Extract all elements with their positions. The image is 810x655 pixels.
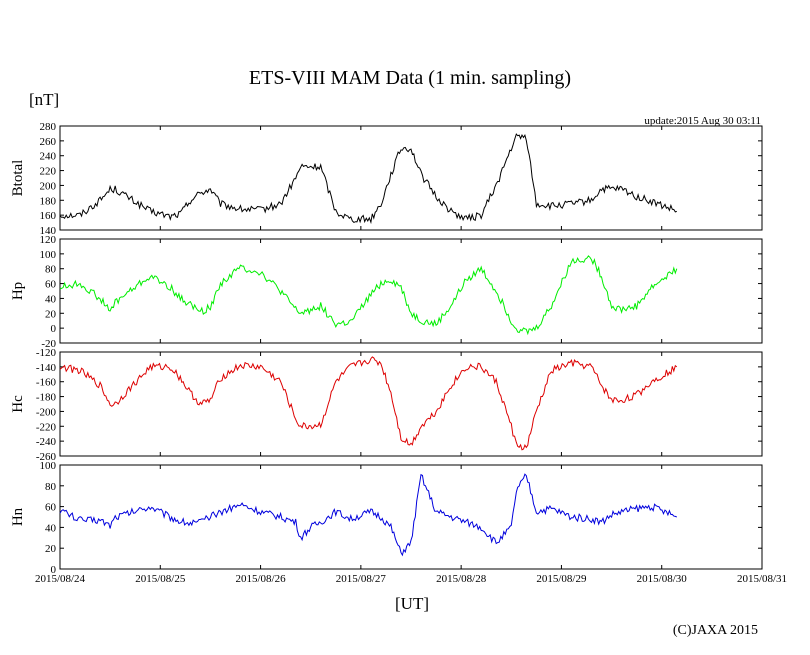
y-tick-label: 60 xyxy=(45,279,57,291)
panel-frame xyxy=(59,464,763,570)
y-axis-label-hn: Hn xyxy=(10,507,26,526)
y-tick-label: -160 xyxy=(36,377,57,389)
unit-label: [nT] xyxy=(29,90,59,109)
y-tick-label: -260 xyxy=(36,451,57,463)
y-tick-label: 260 xyxy=(40,136,57,148)
y-tick-label: 160 xyxy=(40,210,57,222)
panel-btotal: 140 160 180 200 220 240 260 280 Btotal xyxy=(10,121,763,237)
y-tick-label: 100 xyxy=(40,460,57,472)
y-tick-label: 0 xyxy=(51,564,57,576)
y-tick-label: 240 xyxy=(40,151,57,163)
y-axis-label-btotal: Btotal xyxy=(10,160,26,197)
y-tick-label: -140 xyxy=(36,362,57,374)
y-tick-label: 280 xyxy=(40,121,57,133)
series-line-hp xyxy=(59,255,678,336)
panel-hc: -260 -240 -220 -200 -180 -160 -140 -120 Hc xyxy=(10,347,763,463)
y-tick-label: 180 xyxy=(40,195,57,207)
x-tick-label: 2015/08/31 xyxy=(737,573,787,585)
x-tick-label: 2015/08/25 xyxy=(135,573,186,585)
y-tick-label: -240 xyxy=(36,436,57,448)
series-line-hn xyxy=(59,473,677,557)
y-tick-label: 80 xyxy=(45,481,57,493)
update-text: update:2015 Aug 30 03:11 xyxy=(644,115,761,127)
y-tick-label: 20 xyxy=(45,308,57,320)
y-tick-label: 140 xyxy=(40,225,57,237)
y-tick-label: -220 xyxy=(36,421,57,433)
panels: 140160180200220240260280Btotal-200204060… xyxy=(10,121,763,576)
y-tick-label: 200 xyxy=(40,180,57,192)
y-tick-label: 120 xyxy=(40,234,57,246)
series-line-hc xyxy=(59,356,678,451)
x-tick-label: 2015/08/29 xyxy=(536,573,587,585)
x-tick-label: 2015/08/30 xyxy=(637,573,688,585)
y-tick-label: 40 xyxy=(45,522,57,534)
y-tick-label: 100 xyxy=(40,249,57,261)
y-tick-label: -180 xyxy=(36,392,57,404)
chart-title: ETS-VIII MAM Data (1 min. sampling) xyxy=(249,67,571,89)
y-tick-label: 0 xyxy=(51,323,57,335)
panel-frame xyxy=(59,125,763,231)
x-tick-label: 2015/08/27 xyxy=(336,573,387,585)
panel-frame xyxy=(59,238,763,344)
y-tick-label: -120 xyxy=(36,347,57,359)
y-tick-label: -20 xyxy=(41,338,56,350)
y-tick-label: -200 xyxy=(36,406,57,418)
y-tick-label: 20 xyxy=(45,543,57,555)
copyright-text: (C)JAXA 2015 xyxy=(673,623,758,638)
x-tick-label: 2015/08/26 xyxy=(236,573,287,585)
y-tick-label: 40 xyxy=(45,293,57,305)
x-tick-label: 2015/08/24 xyxy=(35,573,86,585)
y-tick-label: 80 xyxy=(45,264,57,276)
x-axis-label: [UT] xyxy=(395,594,429,613)
y-tick-label: 220 xyxy=(40,166,57,178)
panel-hn: 0 20 40 60 80 100 Hn xyxy=(10,460,763,576)
series-line-btotal xyxy=(59,133,677,225)
y-axis-label-hp: Hp xyxy=(10,282,26,300)
x-tick-labels: 2015/08/24 2015/08/25 2015/08/26 2015/08/27… xyxy=(35,573,787,585)
panel-frame xyxy=(59,351,763,457)
y-tick-label: 60 xyxy=(45,502,57,514)
panel-hp: -20 0 20 40 60 80 100 120 Hp xyxy=(10,234,763,350)
x-tick-label: 2015/08/28 xyxy=(436,573,487,585)
y-axis-label-hc: Hc xyxy=(10,395,26,413)
